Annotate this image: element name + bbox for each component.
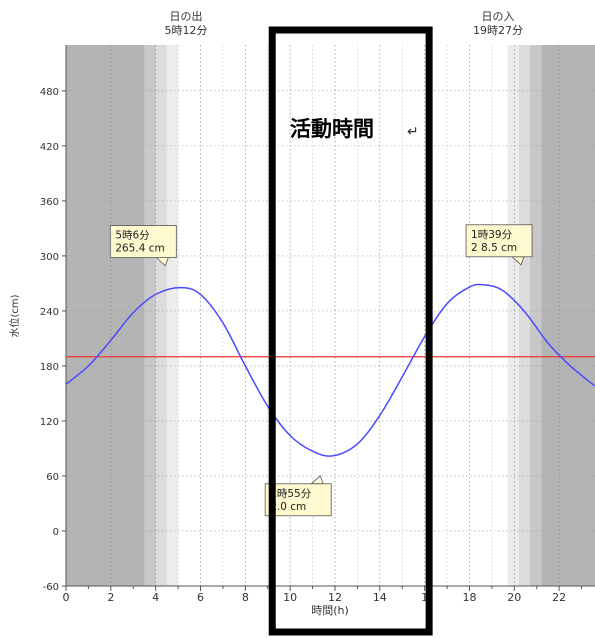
x-axis-title: 時間(h): [311, 604, 349, 617]
y-axis-ticks: -60 0 60 120 180 240 300 360 420 480: [40, 45, 67, 593]
y-tick-label--60: -60: [43, 582, 59, 593]
callout-pointer-1: [310, 475, 324, 485]
x-tick-label-22: 22: [552, 591, 566, 604]
callout-box-2: [465, 224, 533, 258]
night-band-0: [66, 45, 145, 586]
callout-level-2: 2 8.5 cm: [471, 242, 517, 254]
x-tick-label-18: 18: [462, 591, 476, 604]
night-band-3: [166, 45, 179, 586]
activity-label: 活動時間: [290, 116, 374, 141]
activity-window-box: [268, 26, 433, 636]
y-tick-label-180: 180: [40, 362, 59, 373]
y-tick-label-60: 60: [46, 472, 59, 483]
x-tick-label-12: 12: [328, 591, 342, 604]
y-tick-label-120: 120: [40, 417, 59, 428]
callout-box-1: [264, 483, 332, 517]
return-mark: ↵: [407, 124, 419, 140]
callout-level-0: 265.4 cm: [115, 243, 164, 255]
night-band-2: [155, 45, 167, 586]
night-band-7: [541, 45, 595, 586]
x-tick-label-0: 0: [63, 591, 70, 604]
x-tick-label-14: 14: [373, 591, 387, 604]
x-tick-label-16: 1: [421, 591, 428, 604]
callout-time-1: 1時55分: [270, 488, 312, 500]
y-tick-label-300: 300: [40, 252, 59, 263]
series-group: [65, 283, 595, 457]
grid-lines: [66, 45, 595, 587]
sunset-time: 19時27分: [473, 24, 523, 37]
night-band-6: [529, 45, 542, 586]
y-tick-label-0: 0: [53, 527, 59, 538]
y-tick-label-360: 360: [40, 197, 59, 208]
sunrise-label: 日の出: [170, 9, 203, 23]
y-tick-label-420: 420: [40, 142, 59, 153]
night-band-5: [518, 45, 530, 586]
x-tick-label-8: 8: [242, 591, 249, 604]
x-tick-label-4: 4: [152, 591, 159, 604]
x-tick-label-10: 10: [283, 591, 297, 604]
y-tick-label-480: 480: [40, 87, 59, 98]
x-axis-ticks: 0 2 4 6 8 10 12 14 1 18 20 22: [63, 585, 595, 604]
x-tick-label-20: 20: [507, 591, 521, 604]
callout-time-2: 1時39分: [471, 229, 513, 241]
callout-box-0: [109, 225, 177, 259]
tide-curve-0: [65, 283, 595, 457]
sunset-label: 日の入: [482, 10, 515, 23]
night-band-4: [507, 45, 519, 586]
y-axis-title: 水位(cm): [8, 294, 21, 337]
callout-time-0: 5時6分: [115, 230, 150, 242]
night-band-1: [144, 45, 156, 586]
y-tick-label-240: 240: [40, 307, 59, 318]
callout-level-1: 2.0 cm: [270, 501, 306, 513]
x-tick-label-6: 6: [197, 591, 204, 604]
x-tick-label-2: 2: [107, 591, 114, 604]
sunrise-time: 5時12分: [165, 24, 208, 37]
